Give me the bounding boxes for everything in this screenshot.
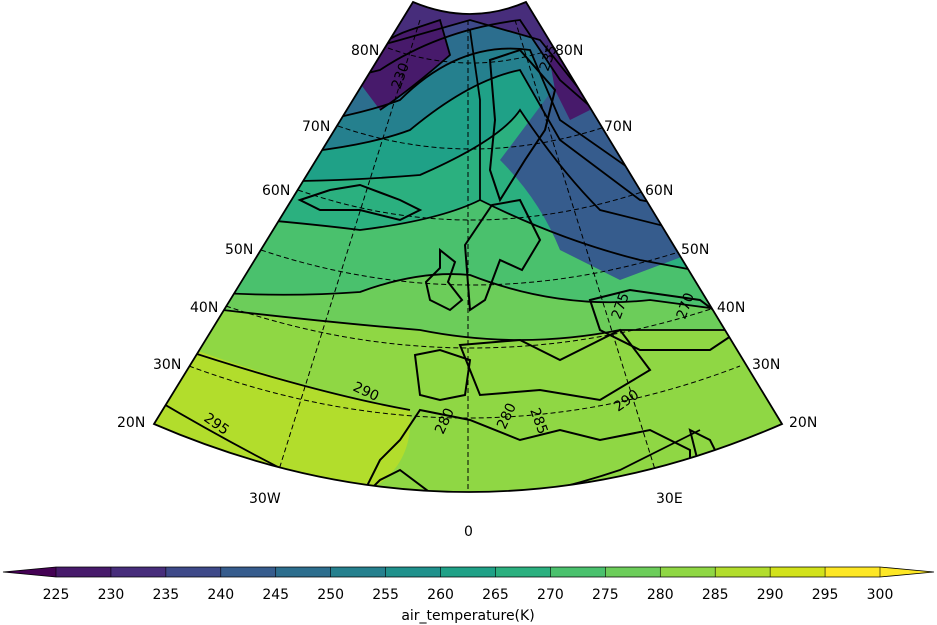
colorbar-tick-label: 245	[262, 587, 289, 603]
lat-label-20n-right: 20N	[789, 415, 817, 431]
band-230	[350, 20, 450, 110]
colorbar-segment	[165, 567, 222, 577]
parallel-30n	[188, 365, 741, 419]
lat-label-50n-right: 50N	[681, 242, 709, 258]
parallel-80n	[387, 47, 557, 64]
colorbar-segment	[275, 567, 332, 577]
graticule	[188, 19, 741, 492]
colorbar-extend-max	[880, 567, 934, 577]
lon-label-0: 0	[464, 524, 473, 540]
lat-label-40n-left: 40N	[190, 300, 218, 316]
colorbar-segment	[56, 567, 112, 577]
colorbar-tick-label: 265	[482, 587, 509, 603]
colorbar-segment	[660, 567, 716, 577]
colorbar-segment	[110, 567, 167, 577]
colorbar-segment	[550, 567, 606, 577]
colorbar-tick-label: 285	[702, 587, 729, 603]
colorbar-tick-label: 255	[372, 587, 399, 603]
parallel-50n	[260, 249, 686, 286]
colorbar-tick-label: 300	[867, 587, 894, 603]
colorbar-border	[2, 566, 935, 578]
lat-label-70n-left: 70N	[302, 119, 330, 135]
colorbar-segment	[385, 567, 442, 577]
parallel-40n	[225, 305, 721, 349]
colorbar-tick-label: 230	[98, 587, 125, 603]
band-295	[154, 330, 411, 492]
map-boundary	[152, 0, 784, 493]
colorbar-tick-label: 250	[317, 587, 344, 603]
lon-label-30e: 30E	[656, 491, 683, 507]
colorbar-tick-label: 290	[757, 587, 784, 603]
colorbar-segment	[605, 567, 661, 577]
lat-label-80n-right: 80N	[555, 43, 583, 59]
colorbar-tick-label: 270	[537, 587, 564, 603]
meridian-30e	[514, 19, 663, 492]
meridian-30w	[271, 19, 421, 492]
colorbar-segment	[495, 567, 551, 577]
colorbar-tick-label: 295	[812, 587, 839, 603]
colorbar-tick-label: 275	[592, 587, 619, 603]
colorbar-segment	[825, 567, 881, 577]
colorbar-label: air_temperature(K)	[401, 608, 534, 624]
temperature-field	[154, 2, 782, 492]
lat-label-30n-right: 30N	[752, 357, 780, 373]
lat-label-60n-left: 60N	[262, 183, 290, 199]
lat-label-40n-right: 40N	[717, 300, 745, 316]
lat-label-30n-left: 30N	[153, 357, 181, 373]
colorbar-tick-label: 280	[647, 587, 674, 603]
parallel-60n	[297, 189, 649, 221]
colorbar-segment	[330, 567, 387, 577]
colorbar: 225 230 235 240 245 250 255 260 265 270 275 280 285 2…	[2, 566, 935, 624]
longitude-labels: 30W 0 30E	[249, 491, 683, 540]
colorbar-tick-label: 240	[207, 587, 234, 603]
colorbar-segment	[440, 567, 496, 577]
colorbar-ticks: 225 230 235 240 245 250 255 260 265 270 275 280 285 2…	[43, 587, 894, 603]
colorbar-tick-label: 225	[43, 587, 70, 603]
band-230-east	[548, 50, 590, 120]
lat-label-20n-left: 20N	[117, 415, 145, 431]
lat-label-70n-right: 70N	[604, 119, 632, 135]
colorbar-segment	[220, 567, 277, 577]
colorbar-segments	[3, 567, 934, 577]
lon-label-30w: 30W	[249, 491, 281, 507]
colorbar-segment	[770, 567, 826, 577]
parallel-70n	[337, 125, 609, 150]
lat-label-60n-right: 60N	[645, 183, 673, 199]
lat-label-50n-left: 50N	[225, 242, 253, 258]
colorbar-tick-label: 235	[152, 587, 179, 603]
lat-label-80n-left: 80N	[351, 43, 379, 59]
colorbar-segment	[715, 567, 771, 577]
latitude-labels: 20N 30N 40N 50N 60N 70N 80N 20N 30N 40N …	[117, 43, 817, 431]
colorbar-extend-min	[3, 567, 56, 577]
colorbar-tick-label: 260	[427, 587, 454, 603]
